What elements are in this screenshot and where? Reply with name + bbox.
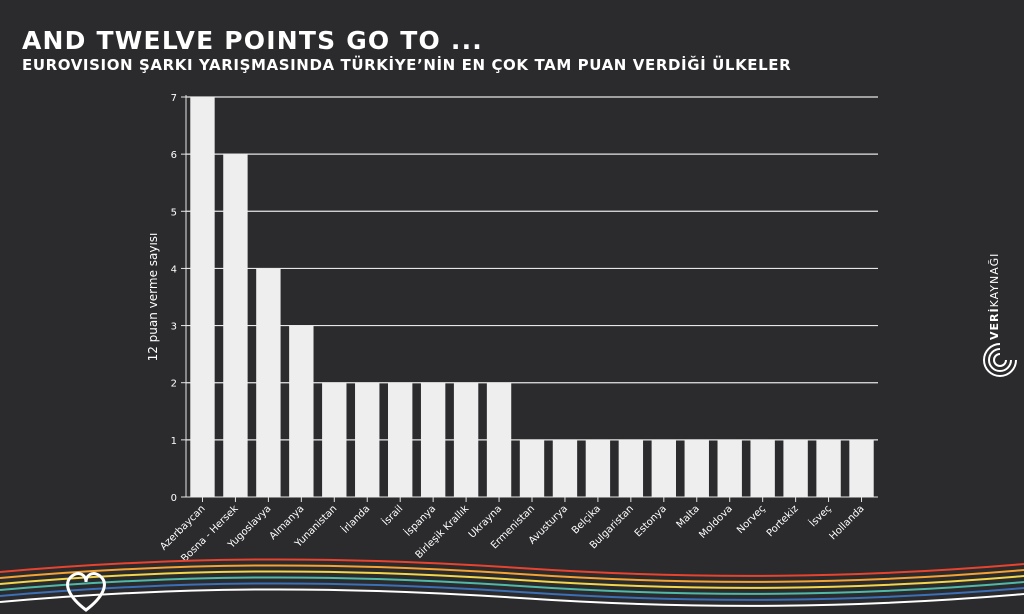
y-tick-label: 0 (171, 493, 177, 504)
y-tick-label: 2 (171, 379, 177, 390)
brand-logo: VERİKAYNAĞI (978, 240, 1022, 380)
wave-line (0, 576, 1024, 595)
wave-line (0, 582, 1024, 601)
chart-title: AND TWELVE POINTS GO TO ... (22, 26, 483, 55)
bar (717, 439, 742, 497)
x-tick-label: İsveç (806, 502, 833, 529)
bar (618, 439, 644, 497)
bar (783, 439, 808, 497)
wave-line (0, 570, 1024, 589)
bar (223, 154, 248, 497)
bar (519, 439, 545, 497)
brand-name-light: KAYNAĞI (988, 252, 1001, 308)
bar (552, 439, 578, 497)
wave-line (0, 558, 1024, 577)
bar (289, 325, 314, 497)
y-axis-label: 12 puan verme sayısı (146, 233, 160, 362)
x-tick-label: İsrail (379, 502, 405, 528)
bar (190, 97, 215, 497)
bar (355, 382, 380, 497)
x-tick-label: Hollanda (828, 503, 867, 542)
x-tick-label: Portekiz (765, 503, 801, 539)
bar (849, 439, 874, 497)
brand-name-bold: VERİ (988, 307, 1001, 340)
bar (256, 268, 281, 497)
y-tick-label: 3 (171, 322, 177, 333)
x-tick-label: Belçika (570, 503, 603, 536)
bar (651, 439, 677, 497)
bar (816, 439, 841, 497)
bar (684, 439, 709, 497)
heart-icon (66, 572, 106, 612)
bar (453, 382, 479, 497)
x-tick-label: Norveç (735, 503, 768, 536)
y-tick-label: 4 (171, 264, 177, 275)
x-tick-label: Estonya (633, 503, 669, 539)
x-tick-label: Moldova (697, 503, 735, 541)
y-tick-label: 1 (171, 436, 177, 447)
x-tick-label: İrlanda (339, 502, 373, 536)
y-tick-label: 7 (171, 93, 177, 104)
x-tick-label: Malta (675, 503, 702, 530)
bar (322, 382, 347, 497)
y-tick-label: 6 (171, 150, 177, 161)
wave-line (0, 588, 1024, 607)
brand-mark-icon (983, 343, 1017, 377)
brand-wordmark: VERİKAYNAĞI (988, 240, 1008, 340)
bar (750, 439, 775, 497)
rainbow-waves-decoration (0, 558, 1024, 612)
chart-subtitle: EUROVISION ŞARKI YARIŞMASINDA TÜRKİYE’Nİ… (22, 56, 792, 74)
bar (420, 382, 446, 497)
bar (585, 439, 611, 497)
y-tick-label: 5 (171, 207, 177, 218)
bar (387, 382, 413, 497)
wave-line (0, 564, 1024, 583)
bar (486, 382, 512, 497)
